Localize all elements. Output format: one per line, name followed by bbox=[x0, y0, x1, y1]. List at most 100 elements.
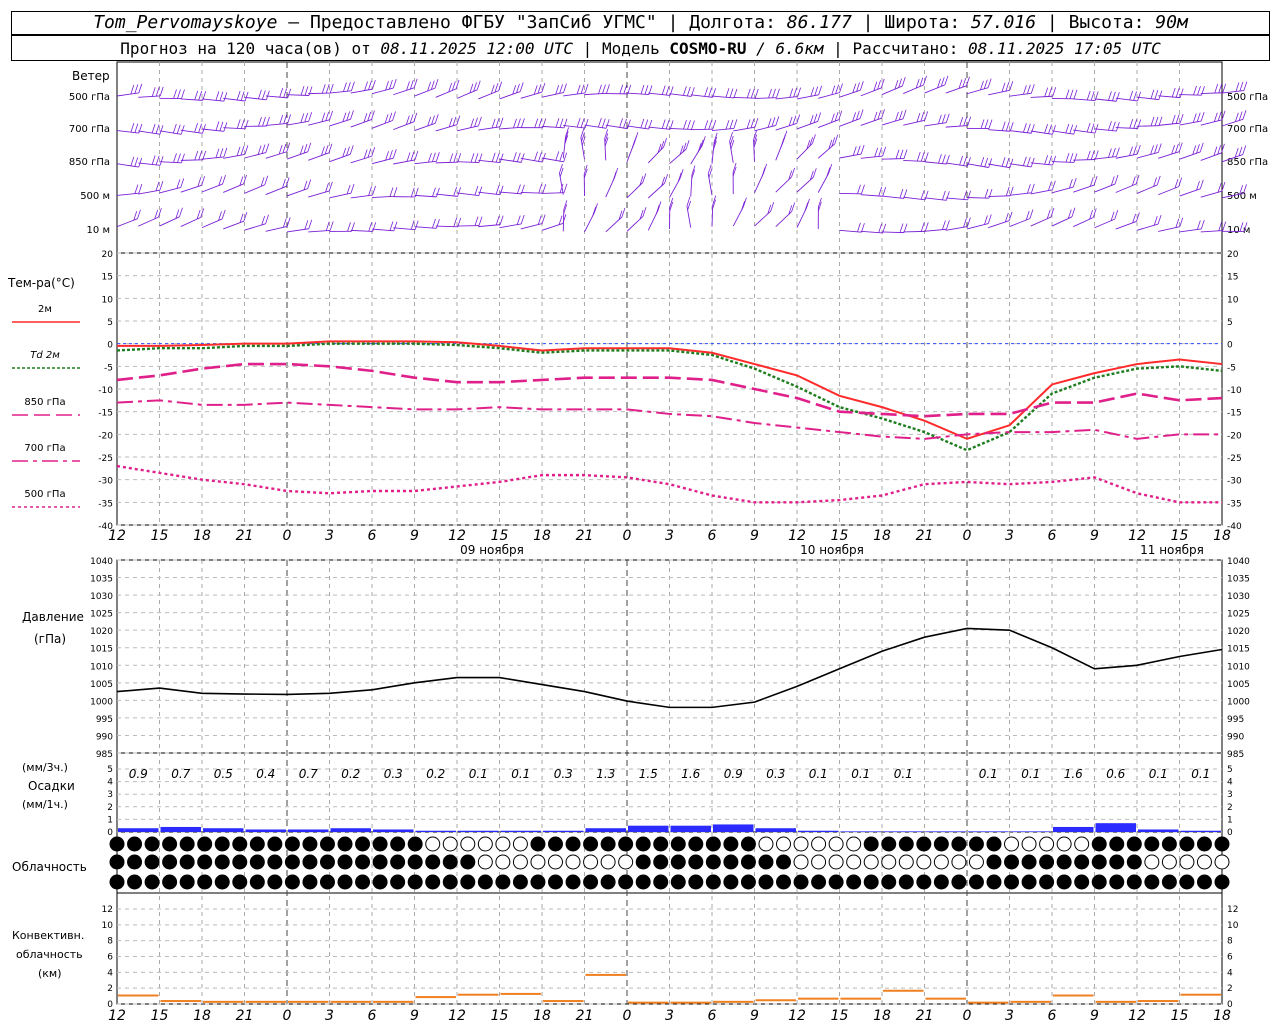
cloud-cover-icon bbox=[863, 854, 879, 870]
hour-label-bottom: 9 bbox=[750, 1008, 759, 1024]
wind-barb bbox=[711, 132, 718, 164]
pressure-ytick-right: 1020 bbox=[1227, 627, 1250, 637]
wind-barb bbox=[903, 111, 929, 126]
cloud-cover-icon bbox=[302, 874, 318, 890]
precip-bar bbox=[925, 831, 966, 832]
wind-barb bbox=[286, 179, 312, 197]
cloud-cover-icon bbox=[565, 874, 581, 890]
cloud-cover-icon bbox=[776, 874, 792, 890]
wind-barb bbox=[308, 143, 333, 161]
precip-3h-amount: 0.1 bbox=[1191, 767, 1210, 781]
cloud-cover-icon bbox=[495, 874, 511, 890]
wind-barb bbox=[138, 86, 164, 98]
wind-barb bbox=[1115, 145, 1141, 159]
wind-barb bbox=[605, 118, 631, 130]
cloud-cover-icon bbox=[1161, 854, 1177, 870]
cloud-cover-icon bbox=[740, 836, 756, 852]
conv-ytick-right: 10 bbox=[1227, 921, 1239, 931]
cloud-cover-icon bbox=[565, 836, 581, 852]
cloud-cover-icon bbox=[390, 854, 406, 870]
cloud-cover-icon bbox=[1196, 874, 1212, 890]
wind-barb bbox=[456, 216, 483, 227]
wind-barb bbox=[1221, 222, 1248, 232]
cloud-cover-icon bbox=[968, 836, 984, 852]
temp-series-line bbox=[116, 399, 1222, 440]
wind-barb bbox=[1200, 83, 1227, 94]
wind-barb bbox=[223, 174, 247, 193]
wind-barb bbox=[796, 85, 823, 100]
cloud-cover-icon bbox=[162, 854, 178, 870]
precip-bar bbox=[458, 830, 499, 832]
hour-label: 6 bbox=[368, 528, 377, 544]
conv-bar bbox=[1138, 1000, 1179, 1003]
conv-ytick: 0 bbox=[107, 1000, 113, 1010]
wind-barb bbox=[1073, 208, 1097, 228]
cloud-cover-icon bbox=[284, 874, 300, 890]
wind-barb bbox=[647, 174, 668, 199]
wind-barb bbox=[286, 112, 313, 126]
wind-barb bbox=[371, 187, 398, 199]
conv-bar bbox=[543, 1000, 584, 1003]
hour-label-bottom: 9 bbox=[410, 1008, 419, 1024]
wind-barb bbox=[520, 83, 546, 99]
cloud-cover-icon bbox=[284, 854, 300, 870]
wind-barb bbox=[520, 183, 547, 194]
wind-barb bbox=[116, 123, 143, 134]
cloud-cover-icon bbox=[705, 836, 721, 852]
wind-barb bbox=[1051, 89, 1078, 100]
wind-barb bbox=[796, 168, 817, 193]
hour-label: 3 bbox=[665, 528, 674, 544]
pressure-unit: (гПа) bbox=[34, 632, 66, 646]
cloud-cover-icon bbox=[197, 854, 213, 870]
wind-barb bbox=[839, 222, 865, 233]
cloud-cover-icon bbox=[881, 836, 897, 852]
cloud-cover-icon bbox=[337, 836, 353, 852]
cloud-cover-icon bbox=[477, 854, 493, 870]
wind-barb bbox=[669, 140, 690, 165]
hour-label: 18 bbox=[873, 528, 891, 544]
precip-title: Осадки bbox=[28, 779, 75, 793]
hour-label: 12 bbox=[1128, 528, 1146, 544]
wind-barb bbox=[1136, 89, 1163, 101]
wind-level-label: 700 гПа bbox=[69, 124, 110, 135]
cloud-cover-icon bbox=[688, 836, 704, 852]
temp-ytick: -20 bbox=[98, 431, 113, 441]
cloud-cover-icon bbox=[442, 836, 458, 852]
cloud-cover-icon bbox=[162, 874, 178, 890]
precip-bar bbox=[883, 831, 924, 832]
wind-barb bbox=[329, 145, 354, 163]
cloud-cover-icon bbox=[688, 854, 704, 870]
conv-ytick: 8 bbox=[107, 937, 113, 947]
cloud-cover-icon bbox=[442, 874, 458, 890]
precip-ytick-right: 4 bbox=[1227, 778, 1233, 788]
cloud-cover-icon bbox=[337, 854, 353, 870]
cloud-cover-icon bbox=[863, 874, 879, 890]
precip-3h-amount: 0.1 bbox=[809, 767, 828, 781]
wind-barb bbox=[265, 88, 292, 99]
hour-label: 0 bbox=[963, 528, 972, 544]
wind-barb bbox=[817, 164, 833, 193]
wind-barb bbox=[988, 121, 1014, 132]
wind-barb bbox=[1221, 110, 1247, 127]
wind-barb bbox=[903, 222, 929, 233]
pressure-ytick-right: 1015 bbox=[1227, 645, 1250, 655]
wind-barb bbox=[350, 185, 376, 199]
cloud-cover-icon bbox=[828, 854, 844, 870]
wind-barb bbox=[562, 200, 568, 232]
temp-ytick: -35 bbox=[98, 499, 113, 509]
precip-bar bbox=[840, 831, 881, 832]
wind-barb bbox=[244, 89, 270, 101]
wind-barb bbox=[711, 195, 717, 227]
wind-barb bbox=[966, 119, 993, 130]
cloud-cover-icon bbox=[495, 854, 511, 870]
wind-barb bbox=[1179, 142, 1204, 160]
wind-barb bbox=[690, 136, 706, 165]
conv-bar bbox=[628, 1001, 669, 1004]
wind-barb bbox=[329, 81, 355, 94]
wind-barb bbox=[201, 209, 226, 229]
cloud-cover-icon bbox=[1091, 874, 1107, 890]
wind-barb bbox=[286, 219, 313, 233]
pressure-ytick: 1015 bbox=[90, 645, 113, 655]
wind-barb bbox=[1221, 184, 1247, 199]
precip-3h-amount: 1.5 bbox=[639, 767, 658, 781]
